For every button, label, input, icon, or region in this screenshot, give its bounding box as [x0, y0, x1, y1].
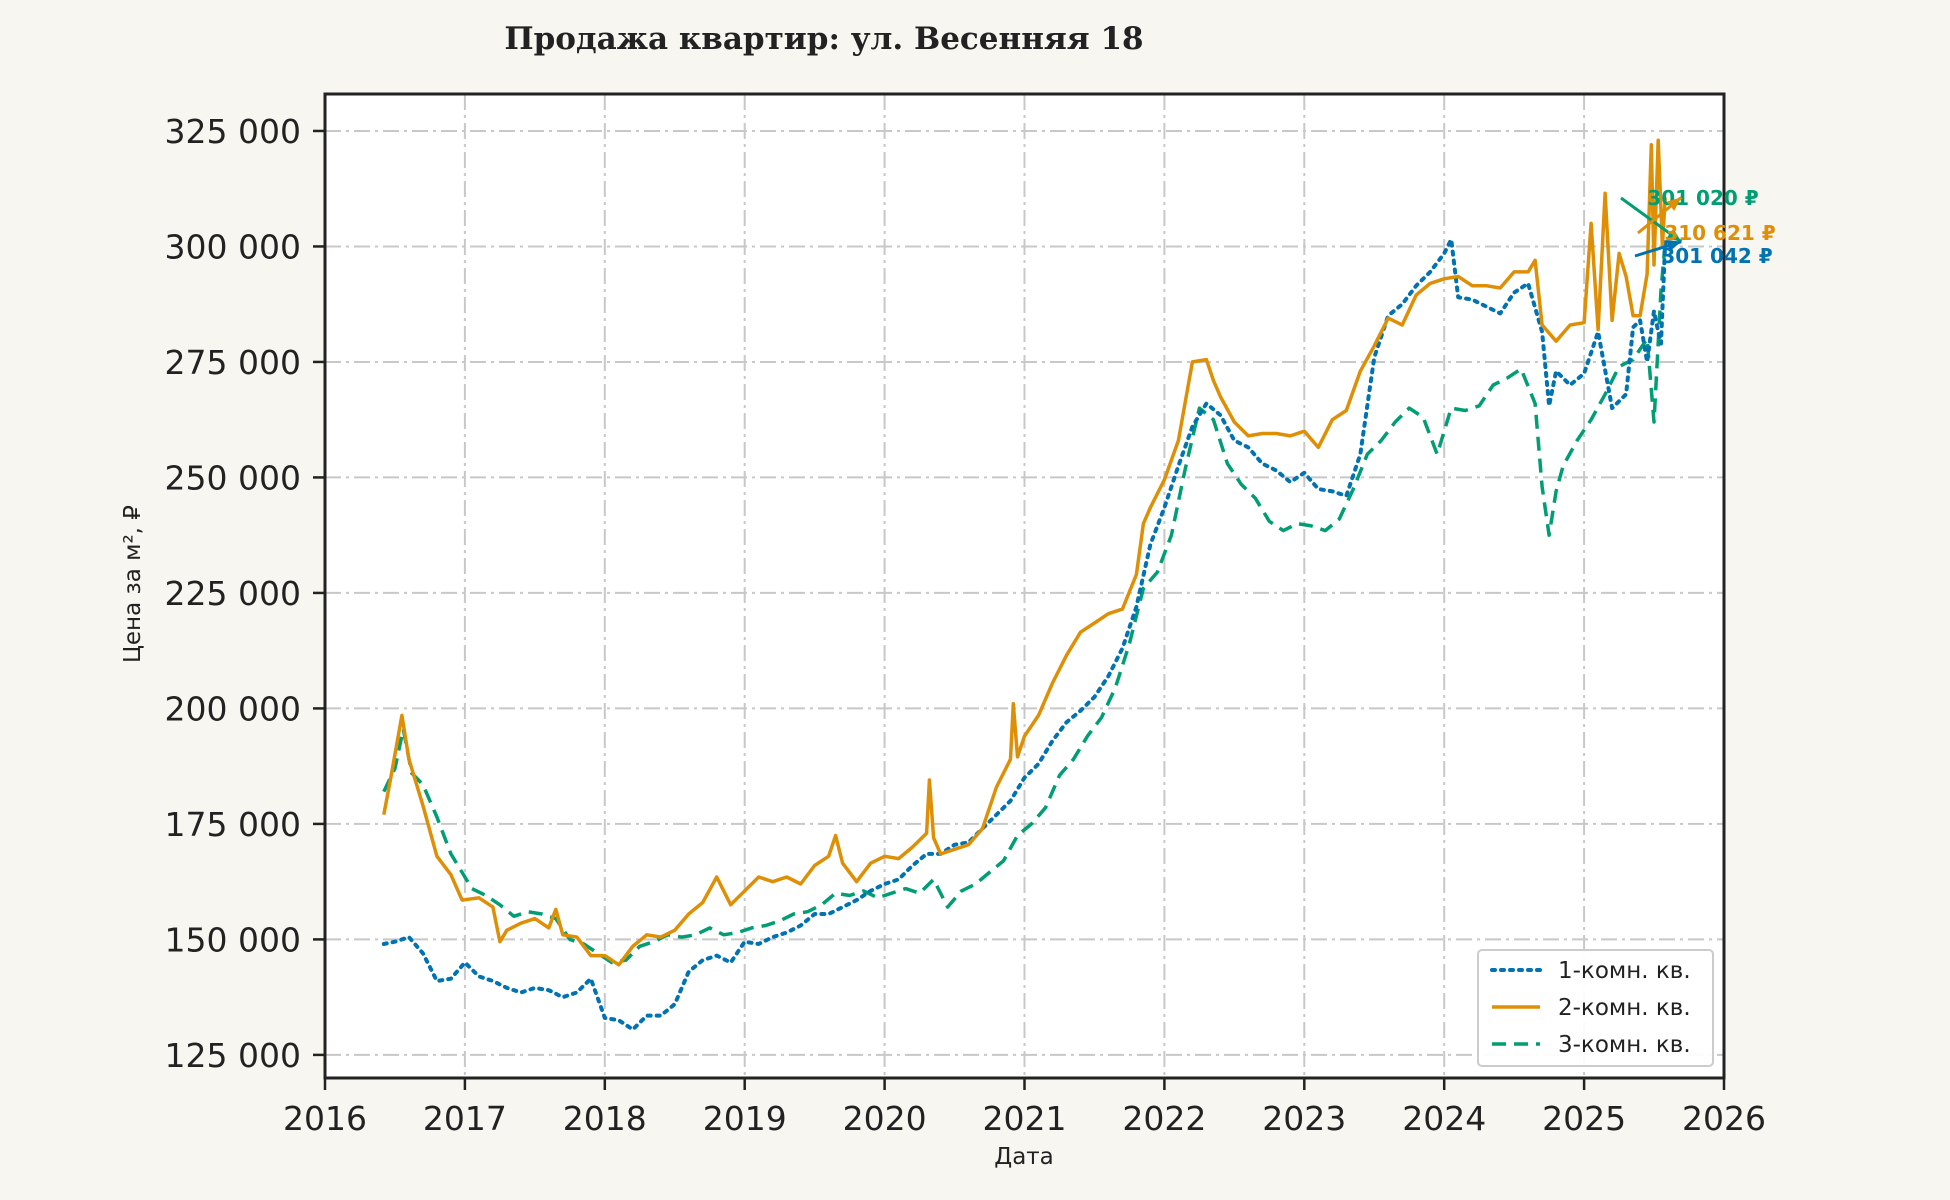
x-tick-label: 2026 — [1682, 1099, 1766, 1138]
x-tick-label: 2021 — [983, 1099, 1067, 1138]
x-tick-label: 2016 — [283, 1099, 367, 1138]
y-tick-label: 225 000 — [165, 574, 301, 613]
annotation-arrowhead — [1666, 228, 1682, 242]
plot-frame — [323, 92, 1726, 1080]
end-annotation-3-room: 301 020 ₽ — [1620, 186, 1759, 243]
end-value-label: 301 042 ₽ — [1661, 244, 1772, 268]
end-annotation-2-room: 310 621 ₽ — [1637, 196, 1776, 245]
axes-layer: 2016 2017 2018 2019 2020 2021 2022 2023 2024 2025… — [165, 92, 1766, 1138]
y-tick-label: 125 000 — [165, 1036, 301, 1075]
x-tick-label: 2025 — [1542, 1099, 1626, 1138]
y-axis-label: Цена за м², ₽ — [120, 505, 146, 663]
y-tick-label: 300 000 — [165, 227, 301, 266]
legend-label-2-room: 2-комн. кв. — [1558, 995, 1691, 1021]
chart-title: Продажа квартир: ул. Весенняя 18 — [504, 21, 1143, 57]
annotation-arrowhead — [1666, 197, 1682, 211]
legend-label-1-room: 1-комн. кв. — [1558, 958, 1691, 984]
series-line-3-room — [382, 241, 1667, 965]
x-tick-label: 2023 — [1262, 1099, 1346, 1138]
series-line-1-room — [381, 237, 1668, 1032]
x-tick-label: 2017 — [423, 1099, 507, 1138]
end-value-label: 310 621 ₽ — [1664, 221, 1775, 245]
y-tick-label: 325 000 — [165, 112, 301, 151]
y-tick-label: 175 000 — [165, 805, 301, 844]
x-tick-label: 2019 — [703, 1099, 787, 1138]
series-line-2-room — [382, 138, 1667, 967]
y-tick-label: 200 000 — [165, 689, 301, 728]
legend-frame — [1477, 949, 1714, 1067]
legend: 1-комн. кв. 2-комн. кв. 3-комн. кв. — [1477, 949, 1714, 1067]
x-tick-label: 2018 — [563, 1099, 647, 1138]
grid-layer — [325, 94, 1724, 1078]
x-tick-label: 2022 — [1122, 1099, 1206, 1138]
end-value-label: 301 020 ₽ — [1647, 186, 1758, 210]
x-tick-label: 2024 — [1402, 1099, 1486, 1138]
x-tick-label: 2020 — [843, 1099, 927, 1138]
end-annotation-1-room: 301 042 ₽ — [1634, 240, 1773, 268]
series-layer — [381, 138, 1668, 1032]
x-axis-label: Дата — [994, 1144, 1054, 1170]
annotation-layer: 301 020 ₽ 310 621 ₽301 042 ₽ — [1620, 186, 1776, 268]
y-tick-label: 275 000 — [165, 343, 301, 382]
annotation-arrowhead — [1666, 240, 1682, 252]
y-tick-label: 150 000 — [165, 920, 301, 959]
y-tick-label: 250 000 — [165, 458, 301, 497]
legend-label-3-room: 3-комн. кв. — [1558, 1032, 1691, 1058]
